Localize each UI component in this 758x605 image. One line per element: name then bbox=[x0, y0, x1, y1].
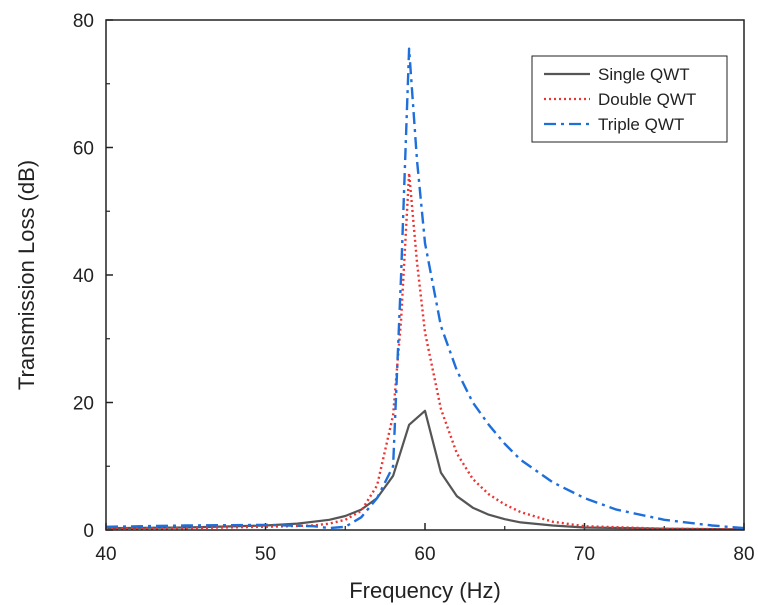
y-tick-label: 60 bbox=[73, 139, 94, 160]
y-tick-label: 80 bbox=[73, 11, 94, 32]
series-line-triple-qwt bbox=[105, 47, 745, 530]
tick-labels-group: 40 50 60 70 80 0 20 40 60 80 bbox=[73, 11, 755, 565]
x-tick-label: 70 bbox=[574, 544, 595, 565]
legend: Single QWT Double QWT Triple QWT bbox=[531, 55, 728, 143]
y-tick-label: 20 bbox=[73, 394, 94, 415]
x-axis-label: Frequency (Hz) bbox=[349, 578, 501, 603]
series-layer bbox=[105, 47, 745, 531]
y-tick-label: 0 bbox=[83, 521, 94, 542]
legend-label: Double QWT bbox=[598, 90, 696, 109]
legend-label: Single QWT bbox=[598, 65, 690, 84]
series-line-double-qwt bbox=[105, 171, 745, 531]
y-axis-label: Transmission Loss (dB) bbox=[14, 160, 39, 390]
x-tick-label: 80 bbox=[733, 544, 754, 565]
x-tick-label: 60 bbox=[414, 544, 435, 565]
plot-frame bbox=[105, 19, 745, 531]
series-line-single-qwt bbox=[105, 409, 745, 531]
x-tick-label: 50 bbox=[255, 544, 276, 565]
legend-label: Triple QWT bbox=[598, 115, 684, 134]
y-tick-label: 40 bbox=[73, 266, 94, 287]
x-tick-label: 40 bbox=[95, 544, 116, 565]
